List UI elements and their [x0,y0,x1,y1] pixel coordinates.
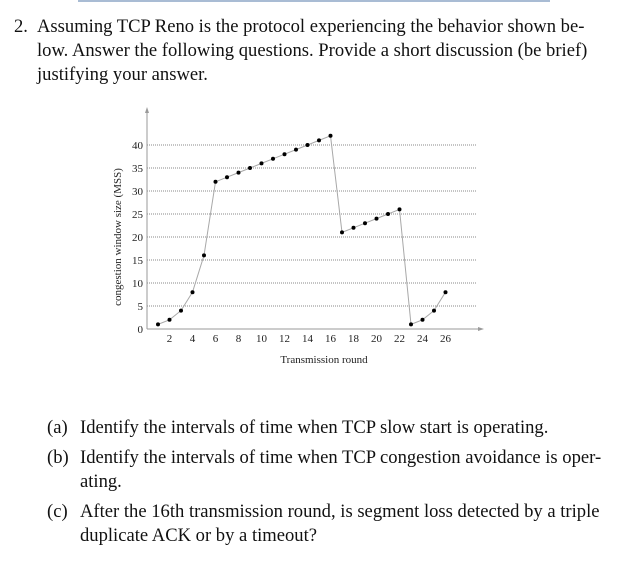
subquestion-a: (a) Identify the intervals of time when … [47,416,617,440]
question-line: justifying your answer. [37,64,208,85]
subquestion-text: Identify the intervals of time when TCP … [80,446,617,494]
page-top-rule [78,0,550,2]
x-tick-label: 22 [394,333,405,345]
x-tick-label: 26 [440,333,452,345]
y-tick-label: 40 [132,140,144,152]
y-tick-label: 20 [132,232,144,244]
data-point [213,179,218,184]
y-axis-arrow-icon [145,107,149,113]
data-point [409,322,413,327]
subquestion-line: Identify the intervals of time when TCP … [80,417,549,438]
y-tick-label: 10 [132,278,144,290]
data-point [248,166,252,170]
question-text: Assuming TCP Reno is the protocol experi… [37,15,626,87]
data-point [156,322,160,327]
data-point [282,152,287,157]
question-2: 2. Assuming TCP Reno is the protocol exp… [14,15,626,87]
subquestion-b: (b) Identify the intervals of time when … [47,446,617,494]
data-point [363,221,367,226]
data-point [317,138,321,143]
data-point [374,216,379,221]
data-point [386,212,390,216]
subquestion-label: (c) [47,501,68,522]
x-tick-label: 18 [348,333,360,345]
x-tick-label: 24 [417,333,429,345]
cwnd-line [157,135,446,326]
subquestion-label: (a) [47,417,68,438]
data-point [340,230,344,235]
x-tick-label: 6 [213,333,219,345]
question-line: low. Answer the following questions. Pro… [37,40,588,61]
x-tick-label: 20 [371,333,383,345]
y-tick-label: 30 [132,186,144,198]
data-point [202,253,206,258]
x-tick-label: 8 [236,333,242,345]
subquestion-text: Identify the intervals of time when TCP … [80,416,617,440]
question-number: 2. [14,16,28,37]
data-point [190,290,195,295]
y-tick-label: 35 [132,163,144,175]
data-point [259,161,264,166]
y-tick-label: 0 [138,324,144,336]
data-point [397,207,402,212]
x-axis-label: Transmission round [280,354,368,366]
question-line: Assuming TCP Reno is the protocol experi… [37,16,585,37]
data-point [225,175,229,180]
x-tick-label: 12 [279,333,290,345]
x-tick-label: 14 [302,333,314,345]
data-point [167,317,172,322]
subquestion-line: ating. [80,471,122,492]
subquestion-label: (b) [47,447,69,468]
subquestion-line: duplicate ACK or by a timeout? [80,525,318,546]
data-point [179,308,183,313]
data-point [328,133,333,138]
data-point [294,147,298,152]
data-point [432,308,436,313]
y-axis-label: congestion window size (MSS) [112,168,124,306]
data-point [443,290,448,295]
y-tick-label: 15 [132,255,144,267]
x-tick-label: 10 [256,333,268,345]
subquestion-text: After the 16th transmission round, is se… [80,500,617,548]
data-point [305,143,310,147]
x-tick-label: 4 [190,333,196,345]
x-tick-label: 16 [325,333,337,345]
data-point [420,317,425,322]
subquestion-line: Identify the intervals of time when TCP … [80,447,602,468]
data-point [271,156,275,161]
data-point [236,170,241,175]
x-axis-arrow-icon [478,327,484,331]
subquestion-c: (c) After the 16th transmission round, i… [47,500,617,548]
y-tick-label: 5 [138,301,144,313]
subquestion-line: After the 16th transmission round, is se… [80,501,600,522]
x-tick-label: 2 [167,333,173,345]
data-point [351,225,356,230]
y-tick-label: 25 [132,209,144,221]
cwnd-chart: 0 5 10 15 20 25 30 35 40 2 4 6 8 10 12 14 16 18 20 22 24 26 Tr… [0,100,520,380]
